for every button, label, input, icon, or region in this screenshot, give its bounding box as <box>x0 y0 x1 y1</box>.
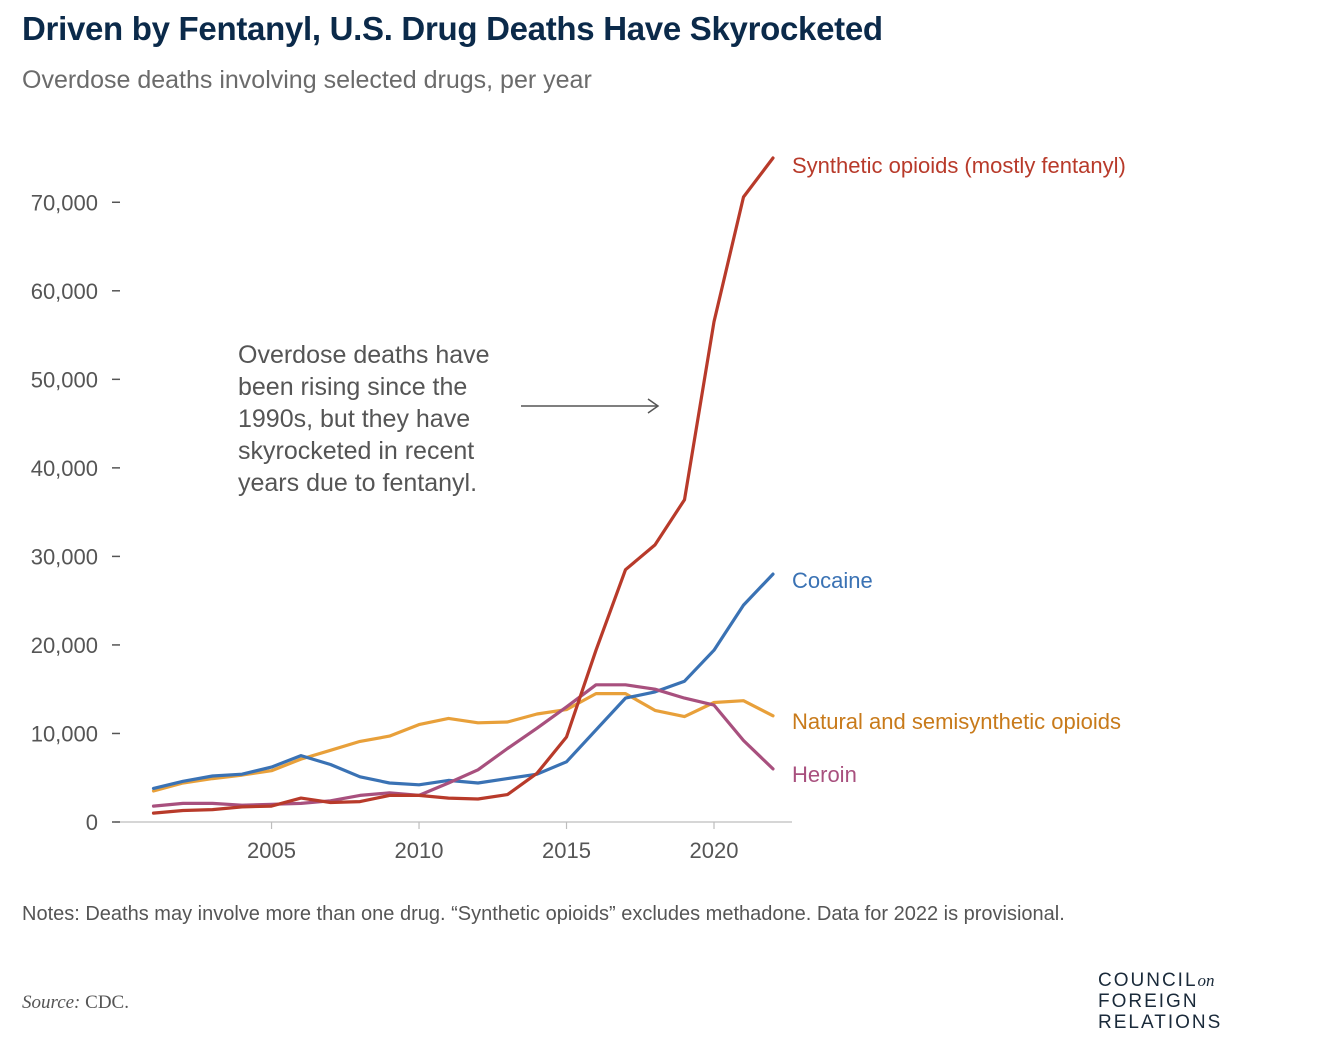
y-tick-label: 50,000 <box>31 367 98 392</box>
annotation-line-4: years due to fentanyl. <box>238 469 477 497</box>
source-value: CDC. <box>85 992 129 1013</box>
logo-line1: COUNCIL <box>1098 970 1198 991</box>
y-tick-label: 40,000 <box>31 456 98 481</box>
y-tick-label: 70,000 <box>31 190 98 215</box>
annotation-line-2: 1990s, but they have <box>238 405 470 433</box>
chart-subtitle: Overdose deaths involving selected drugs… <box>22 66 592 94</box>
x-tick-label: 2020 <box>690 838 739 863</box>
chart-series-lines <box>151 156 775 815</box>
series-line-0 <box>151 156 775 815</box>
cfr-logo: COUNCILon FOREIGN RELATIONS <box>1098 970 1222 1033</box>
series-label-0: Synthetic opioids (mostly fentanyl) <box>792 153 1126 178</box>
logo-line2: FOREIGN <box>1098 991 1199 1012</box>
annotation-line-1: been rising since the <box>238 373 467 401</box>
chart-notes: Notes: Deaths may involve more than one … <box>22 903 1065 925</box>
chart-annotation: Overdose deaths have been rising since th… <box>238 341 660 497</box>
x-tick-label: 2005 <box>247 838 296 863</box>
annotation-arrow-head <box>647 398 660 414</box>
line-chart: 0 10,000 20,000 30,000 40,000 50,000 60,000 70,… <box>31 153 1126 863</box>
y-tick-label: 20,000 <box>31 633 98 658</box>
series-label-3: Heroin <box>792 762 857 787</box>
y-tick-label: 0 <box>86 810 98 835</box>
chart-source: Source: CDC. <box>22 992 129 1014</box>
series-line-3 <box>151 683 775 808</box>
series-label-2: Natural and semisynthetic opioids <box>792 709 1121 734</box>
logo-line3: RELATIONS <box>1098 1012 1223 1033</box>
y-tick-label: 30,000 <box>31 544 98 569</box>
source-label: Source: <box>22 992 81 1013</box>
y-tick-label: 10,000 <box>31 721 98 746</box>
annotation-line-0: Overdose deaths have <box>238 341 490 369</box>
y-tick-label: 60,000 <box>31 279 98 304</box>
series-label-1: Cocaine <box>792 568 873 593</box>
chart-title: Driven by Fentanyl, U.S. Drug Deaths Hav… <box>22 10 883 47</box>
chart-series-labels: Synthetic opioids (mostly fentanyl) Cocai… <box>792 153 1126 787</box>
series-line-2 <box>151 691 775 793</box>
logo-line1-small: on <box>1197 971 1215 990</box>
annotation-line-3: skyrocketed in recent <box>238 437 474 465</box>
chart-axes: 0 10,000 20,000 30,000 40,000 50,000 60,000 70,… <box>31 190 792 863</box>
series-line-1 <box>151 572 775 791</box>
x-tick-label: 2015 <box>542 838 591 863</box>
x-tick-label: 2010 <box>395 838 444 863</box>
